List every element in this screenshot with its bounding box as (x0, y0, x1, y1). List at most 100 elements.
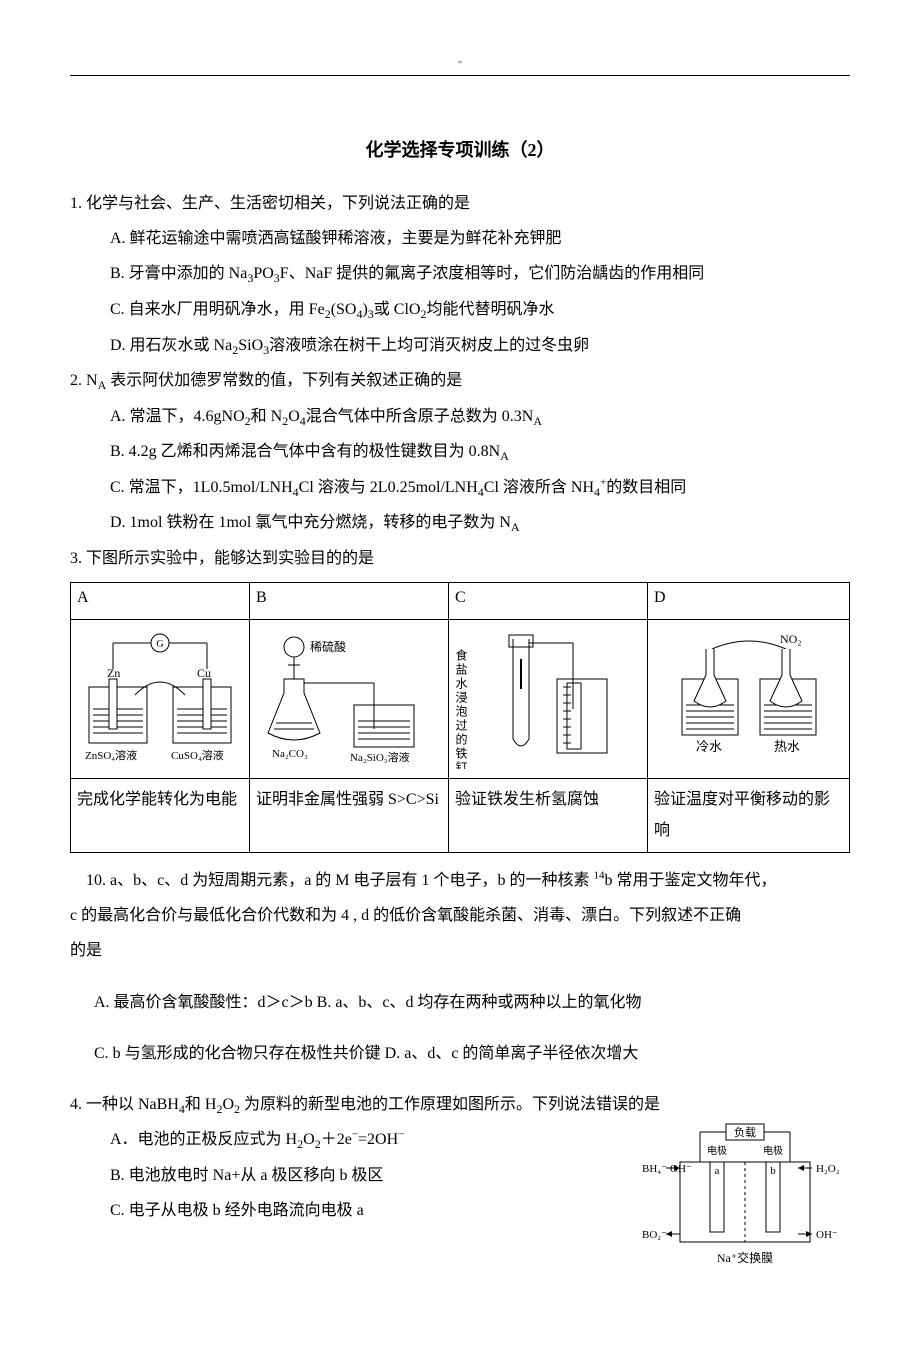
svg-text:电极: 电极 (707, 1144, 727, 1157)
desc-c: 验证铁发生析氢腐蚀 (449, 779, 648, 853)
q2d-t1: D. 1mol 铁粉在 1mol 氯气中充分燃烧，转移的电子数为 N (110, 514, 511, 531)
svg-text:Zn: Zn (107, 666, 120, 680)
q10-opt-cd: C. b 与氢形成的化合物只存在极性共价键 D. a、d、c 的简单离子半径依次… (70, 1036, 850, 1071)
svg-text:b: b (770, 1165, 776, 1177)
q10-t2: b 常用于鉴定文物年代， (605, 872, 777, 889)
page-title: 化学选择专项训练（2） (70, 136, 850, 162)
svg-text:G: G (156, 639, 163, 650)
q1d-t2: SiO (238, 337, 263, 354)
q4s-t3: O (222, 1096, 234, 1113)
no2-equilibrium-icon: NO₂ 冷水 热水 (664, 629, 834, 769)
galvanic-cell-icon: G Zn Cu (75, 629, 245, 769)
q2a-t3: O (288, 408, 300, 425)
q1c-t4: 或 ClO (374, 301, 421, 318)
hdr-c: C (449, 583, 648, 620)
q2-stem: 2. NA 表示阿伏加德罗常数的值，下列有关叙述正确的是 (70, 363, 850, 399)
svg-text:Na₂CO₃: Na₂CO₃ (272, 748, 308, 760)
svg-text:OH⁻: OH⁻ (670, 1163, 692, 1175)
svg-text:Cu: Cu (197, 666, 211, 680)
q10-line3: 的是 (70, 933, 850, 968)
q1-stem: 1. 化学与社会、生产、生活密切相关，下列说法正确的是 (70, 186, 850, 221)
q2-opt-d: D. 1mol 铁粉在 1mol 氯气中充分燃烧，转移的电子数为 NA (70, 505, 850, 541)
svg-text:热水: 热水 (774, 739, 800, 754)
sup: 14 (594, 870, 605, 882)
svg-text:BH₄⁻: BH₄⁻ (642, 1163, 667, 1175)
q1b-t1: B. 牙膏中添加的 Na (110, 265, 247, 282)
q1-opt-c: C. 自来水厂用明矾净水，用 Fe2(SO4)3或 ClO2均能代替明矾净水 (70, 292, 850, 328)
sub: A (500, 449, 509, 463)
acid-apparatus-icon: 稀硫酸 Na₂CO₃ Na₂SiO₃溶液 (254, 629, 444, 769)
desc-b: 证明非金属性强弱 S>C>Si (250, 779, 449, 853)
q1-opt-b: B. 牙膏中添加的 Na3PO3F、NaF 提供的氟离子浓度相等时，它们防治龋齿… (70, 256, 850, 292)
q2b-t1: B. 4.2g 乙烯和丙烯混合气体中含有的极性键数目为 0.8N (110, 443, 500, 460)
sub: A (511, 521, 520, 535)
table-row: G Zn Cu (71, 620, 850, 779)
q1b-t2: PO (253, 265, 273, 282)
svg-text:H₂O₂: H₂O₂ (816, 1163, 840, 1175)
q1d-t1: D. 用石灰水或 Na (110, 337, 232, 354)
q2a-t4: 混合气体中所含原子总数为 0.3N (306, 408, 534, 425)
diagram-d: NO₂ 冷水 热水 (648, 620, 850, 779)
svg-text:Na₂SiO₃溶液: Na₂SiO₃溶液 (350, 750, 410, 764)
svg-text:ZnSO₄溶液: ZnSO₄溶液 (85, 748, 137, 762)
desc-d: 验证温度对平衡移动的影响 (648, 779, 850, 853)
sup: − (398, 1129, 404, 1141)
q4s-t2: 和 H (185, 1096, 217, 1113)
q10-line2: c 的最高化合价与最低化合价代数和为 4 , d 的低价含氧酸能杀菌、消毒、漂白… (70, 898, 850, 933)
q4a-t4: =2OH (358, 1131, 398, 1148)
iron-corrosion-icon: 食盐水浸泡过的铁钉 (453, 629, 643, 769)
svg-text:负载: 负载 (734, 1125, 756, 1139)
diagram-c: 食盐水浸泡过的铁钉 (449, 620, 648, 779)
q1-opt-a: A. 鲜花运输途中需喷洒高锰酸钾稀溶液，主要是为鲜花补充钾肥 (70, 221, 850, 256)
q2c-t3: Cl 溶液所含 NH (484, 479, 594, 496)
svg-text:a: a (715, 1165, 720, 1177)
q4a-t3: ＋2e (321, 1131, 352, 1148)
hdr-d: D (648, 583, 850, 620)
battery-diagram: 负载 电极 电极 a b BH₄⁻ OH⁻ BO₂⁻ (640, 1122, 850, 1272)
svg-text:电极: 电极 (763, 1144, 783, 1157)
q1c-t1: C. 自来水厂用明矾净水，用 Fe (110, 301, 325, 318)
svg-text:Na⁺交换膜: Na⁺交换膜 (717, 1250, 773, 1265)
q4-stem: 4. 一种以 NaBH4和 H2O2 为原料的新型电池的工作原理如图所示。下列说… (70, 1087, 850, 1123)
hdr-b: B (250, 583, 449, 620)
header-mark: " (70, 60, 850, 71)
q3-stem: 3. 下图所示实验中，能够达到实验目的的是 (70, 541, 850, 576)
svg-text:冷水: 冷水 (696, 739, 722, 754)
q2a-t2: 和 N (251, 408, 283, 425)
hdr-a: A (71, 583, 250, 620)
diagram-b: 稀硫酸 Na₂CO₃ Na₂SiO₃溶液 (250, 620, 449, 779)
q2c-t1: C. 常温下，1L0.5mol/LNH (110, 479, 293, 496)
q10-t1: 10. a、b、c、d 为短周期元素，a 的 M 电子层有 1 个电子，b 的一… (86, 872, 594, 889)
q4s-t4: 为原料的新型电池的工作原理如图所示。下列说法错误的是 (240, 1096, 660, 1113)
svg-text:NO₂: NO₂ (780, 632, 802, 646)
q2c-t2: Cl 溶液与 2L0.25mol/LNH (299, 479, 478, 496)
q1b-t3: F、NaF 提供的氟离子浓度相等时，它们防治龋齿的作用相同 (280, 265, 704, 282)
q1c-t2: (SO (331, 301, 357, 318)
q4s-t1: 4. 一种以 NaBH (70, 1096, 179, 1113)
q1-opt-d: D. 用石灰水或 Na2SiO3溶液喷涂在树干上均可消灭树皮上的过冬虫卵 (70, 328, 850, 364)
q4a-t1: A．电池的正极反应式为 H (110, 1131, 297, 1148)
battery-icon: 负载 电极 电极 a b BH₄⁻ OH⁻ BO₂⁻ (640, 1122, 850, 1272)
diagram-a: G Zn Cu (71, 620, 250, 779)
svg-text:CuSO₄溶液: CuSO₄溶液 (171, 748, 224, 762)
q1c-t5: 均能代替明矾净水 (426, 301, 554, 318)
sub: A (98, 378, 107, 392)
q2s-t1: 2. N (70, 372, 98, 389)
q10-opt-ab: A. 最高价含氧酸酸性：d＞c＞b B. a、b、c、d 均存在两种或两种以上的… (70, 985, 850, 1020)
top-rule (70, 75, 850, 76)
svg-text:食盐水浸泡过的铁钉: 食盐水浸泡过的铁钉 (454, 648, 468, 769)
q2c-t4: 的数目相同 (606, 479, 686, 496)
svg-text:OH⁻: OH⁻ (816, 1229, 838, 1241)
q1d-t3: 溶液喷涂在树干上均可消灭树皮上的过冬虫卵 (269, 337, 589, 354)
desc-a: 完成化学能转化为电能 (71, 779, 250, 853)
q2-opt-a: A. 常温下，4.6gNO2和 N2O4混合气体中所含原子总数为 0.3NA (70, 399, 850, 435)
sub: A (533, 414, 542, 428)
q4a-t2: O (303, 1131, 315, 1148)
svg-text:BO₂⁻: BO₂⁻ (642, 1229, 667, 1241)
q2s-t2: 表示阿伏加德罗常数的值，下列有关叙述正确的是 (106, 372, 462, 389)
q10-line1: 10. a、b、c、d 为短周期元素，a 的 M 电子层有 1 个电子，b 的一… (70, 863, 850, 898)
experiment-table: A B C D G Zn Cu (70, 582, 850, 853)
table-row: 完成化学能转化为电能 证明非金属性强弱 S>C>Si 验证铁发生析氢腐蚀 验证温… (71, 779, 850, 853)
table-row: A B C D (71, 583, 850, 620)
q2a-t1: A. 常温下，4.6gNO (110, 408, 245, 425)
